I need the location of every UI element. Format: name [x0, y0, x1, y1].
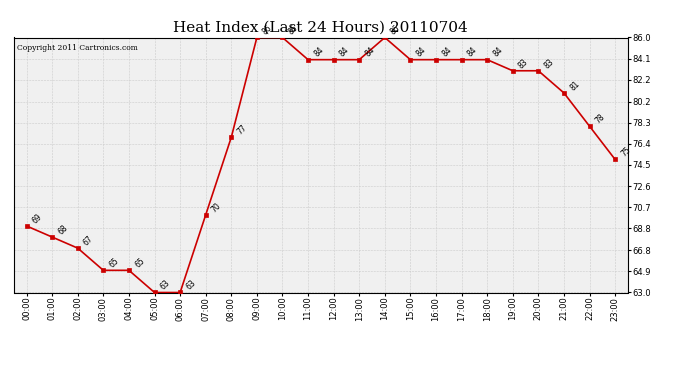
Text: 78: 78	[593, 112, 607, 125]
Text: 83: 83	[517, 57, 530, 70]
Text: 81: 81	[568, 79, 581, 92]
Text: 70: 70	[210, 201, 223, 214]
Text: 86: 86	[389, 24, 402, 37]
Text: 67: 67	[82, 234, 95, 248]
Text: 84: 84	[466, 46, 479, 59]
Text: Copyright 2011 Cartronics.com: Copyright 2011 Cartronics.com	[17, 44, 138, 52]
Text: 65: 65	[108, 256, 121, 270]
Text: 84: 84	[440, 46, 453, 59]
Text: 83: 83	[542, 57, 555, 70]
Text: 84: 84	[338, 46, 351, 59]
Text: 86: 86	[286, 24, 300, 37]
Title: Heat Index (Last 24 Hours) 20110704: Heat Index (Last 24 Hours) 20110704	[173, 21, 469, 35]
Text: 63: 63	[184, 279, 197, 292]
Text: 84: 84	[491, 46, 504, 59]
Text: 77: 77	[235, 123, 248, 136]
Text: 84: 84	[312, 46, 326, 59]
Text: 68: 68	[57, 223, 70, 236]
Text: 86: 86	[261, 24, 274, 37]
Text: 84: 84	[364, 46, 377, 59]
Text: 63: 63	[159, 279, 172, 292]
Text: 65: 65	[133, 256, 146, 270]
Text: 69: 69	[31, 212, 44, 225]
Text: 75: 75	[619, 146, 633, 159]
Text: 84: 84	[415, 46, 428, 59]
